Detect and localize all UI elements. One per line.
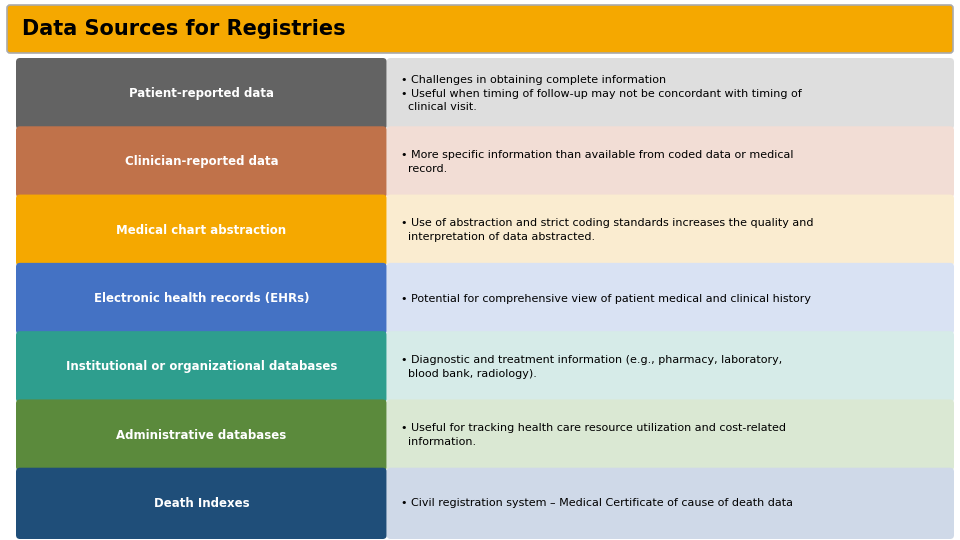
FancyBboxPatch shape <box>387 126 954 198</box>
FancyBboxPatch shape <box>387 400 954 471</box>
Text: Clinician-reported data: Clinician-reported data <box>125 156 278 168</box>
FancyBboxPatch shape <box>387 194 954 266</box>
FancyBboxPatch shape <box>16 58 387 129</box>
FancyBboxPatch shape <box>387 263 954 334</box>
Text: Death Indexes: Death Indexes <box>154 497 250 510</box>
Text: Administrative databases: Administrative databases <box>116 429 286 442</box>
FancyBboxPatch shape <box>16 331 387 402</box>
FancyBboxPatch shape <box>387 58 954 129</box>
FancyBboxPatch shape <box>16 468 387 539</box>
Text: Electronic health records (EHRs): Electronic health records (EHRs) <box>93 292 309 305</box>
FancyBboxPatch shape <box>387 331 954 402</box>
Text: Institutional or organizational databases: Institutional or organizational database… <box>65 360 337 373</box>
FancyBboxPatch shape <box>16 400 387 471</box>
Text: • More specific information than available from coded data or medical
  record.: • More specific information than availab… <box>400 150 793 174</box>
FancyBboxPatch shape <box>16 263 387 334</box>
Text: Patient-reported data: Patient-reported data <box>129 87 274 100</box>
Text: • Potential for comprehensive view of patient medical and clinical history: • Potential for comprehensive view of pa… <box>400 294 810 303</box>
Text: • Civil registration system – Medical Certificate of cause of death data: • Civil registration system – Medical Ce… <box>400 498 793 508</box>
FancyBboxPatch shape <box>16 194 387 266</box>
Text: Medical chart abstraction: Medical chart abstraction <box>116 224 286 237</box>
Text: • Useful for tracking health care resource utilization and cost-related
  inform: • Useful for tracking health care resour… <box>400 423 785 447</box>
FancyBboxPatch shape <box>16 126 387 198</box>
FancyBboxPatch shape <box>387 468 954 539</box>
Text: Data Sources for Registries: Data Sources for Registries <box>22 19 346 39</box>
FancyBboxPatch shape <box>7 5 953 53</box>
Text: • Challenges in obtaining complete information
• Useful when timing of follow-up: • Challenges in obtaining complete infor… <box>400 75 802 112</box>
Text: • Use of abstraction and strict coding standards increases the quality and
  int: • Use of abstraction and strict coding s… <box>400 218 813 242</box>
Text: • Diagnostic and treatment information (e.g., pharmacy, laboratory,
  blood bank: • Diagnostic and treatment information (… <box>400 355 782 379</box>
